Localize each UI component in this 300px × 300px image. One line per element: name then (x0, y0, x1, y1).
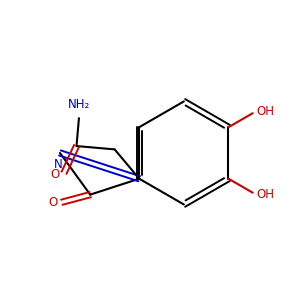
Text: O: O (50, 168, 60, 181)
Text: OH: OH (256, 105, 274, 118)
Text: NH₂: NH₂ (68, 98, 90, 111)
Text: OH: OH (256, 188, 274, 201)
Text: O: O (48, 196, 57, 209)
Text: N: N (54, 158, 63, 171)
